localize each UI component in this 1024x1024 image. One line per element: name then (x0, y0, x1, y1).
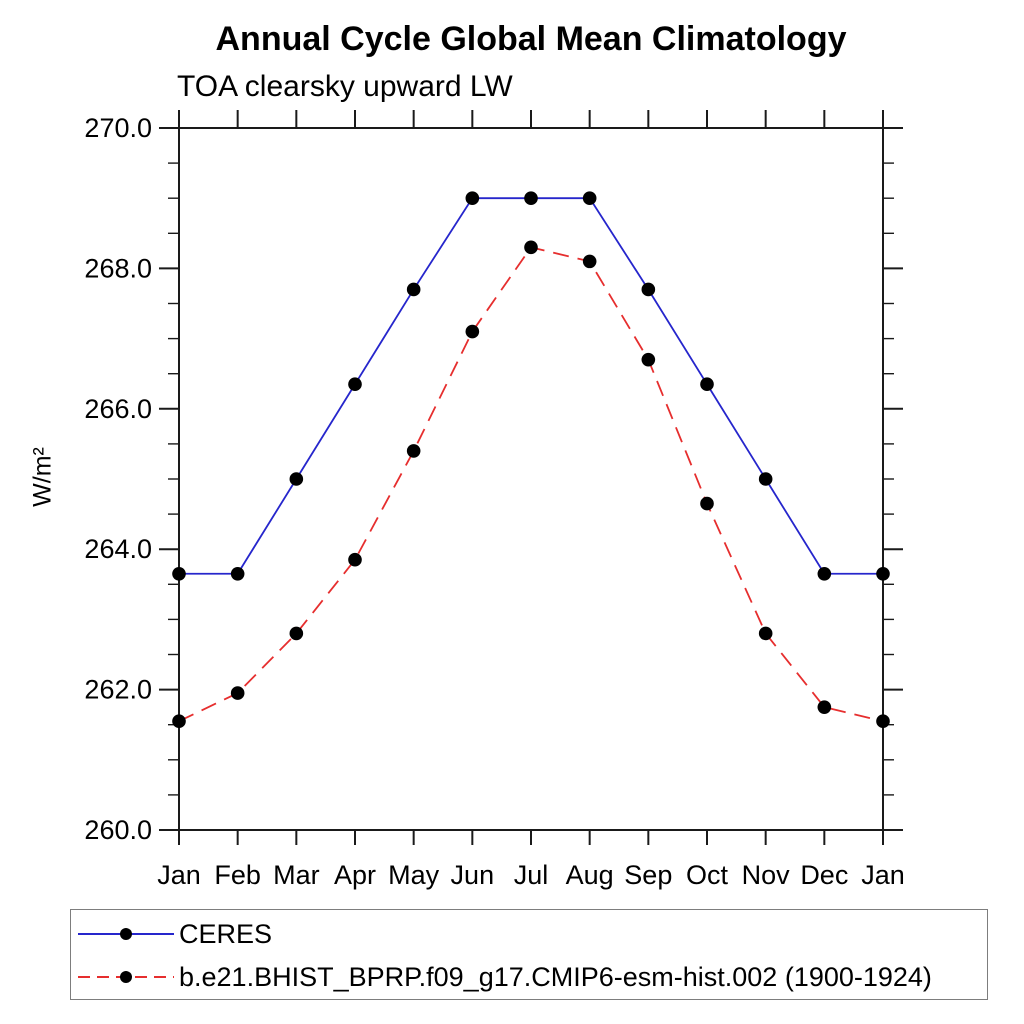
data-point-ceres (289, 472, 304, 486)
data-point-ceres (348, 377, 362, 392)
x-tick-label: Sep (624, 860, 672, 890)
x-tick-label: Jan (861, 860, 905, 890)
legend-marker (120, 928, 132, 940)
data-point-model (172, 714, 186, 728)
series-line-model (178, 246, 884, 723)
data-point-ceres (172, 566, 186, 581)
data-point-model (876, 714, 890, 728)
x-tick-label: Aug (566, 860, 614, 890)
x-tick-label: Dec (800, 860, 848, 890)
data-point-ceres (641, 282, 656, 297)
data-point-model (817, 700, 832, 714)
data-point-ceres (465, 191, 480, 205)
legend-swatch-line (78, 971, 174, 983)
y-tick-label: 270.0 (84, 113, 152, 143)
data-point-model (406, 444, 421, 458)
legend-label-model: b.e21.BHIST_BPRP.f09_g17.CMIP6-esm-hist.… (179, 961, 932, 992)
plot-frame (178, 127, 884, 831)
legend-swatch-model (78, 969, 174, 985)
data-point-model (524, 240, 538, 255)
data-point-model (348, 552, 362, 567)
data-point-ceres (876, 566, 890, 581)
data-point-model (582, 254, 597, 269)
legend-marker (120, 971, 132, 983)
data-point-ceres (582, 191, 597, 205)
x-tick-label: Nov (742, 860, 791, 890)
data-point-model (465, 324, 480, 339)
data-point-ceres (817, 566, 832, 581)
data-point-model (641, 352, 656, 367)
x-tick-label: Feb (214, 860, 261, 890)
chart-title: Annual Cycle Global Mean Climatology (215, 20, 847, 58)
y-tick-label: 268.0 (84, 253, 152, 283)
legend: CERES b.e21.BHIST_BPRP.f09_g17.CMIP6-esm… (70, 909, 988, 1000)
data-point-model (700, 496, 714, 511)
y-tick-label: 260.0 (84, 815, 152, 845)
x-tick-label: Oct (686, 860, 729, 890)
y-tick-label: 266.0 (84, 394, 152, 424)
data-point-ceres (524, 191, 538, 205)
x-tick-label: Jun (451, 860, 495, 890)
x-tick-label: Mar (273, 860, 320, 890)
legend-swatch-line (78, 928, 174, 940)
data-point-ceres (700, 377, 714, 392)
y-tick-label: 262.0 (84, 675, 152, 705)
series-line-ceres (179, 197, 883, 575)
legend-swatch-ceres (78, 926, 174, 942)
data-point-ceres (406, 282, 421, 297)
x-tick-label: May (388, 860, 440, 890)
data-point-model (289, 626, 304, 641)
x-tick-label: Apr (334, 860, 376, 890)
x-tick-label: Jan (157, 860, 201, 890)
data-point-ceres (230, 566, 245, 581)
x-tick-label: Jul (514, 860, 549, 890)
y-tick-label: 264.0 (84, 534, 152, 564)
legend-label-ceres: CERES (179, 918, 273, 949)
legend-item-ceres: CERES (78, 918, 273, 949)
data-point-model (230, 686, 245, 700)
legend-item-model: b.e21.BHIST_BPRP.f09_g17.CMIP6-esm-hist.… (78, 961, 932, 992)
data-point-ceres (758, 472, 773, 486)
chart-subtitle: TOA clearsky upward LW (177, 70, 513, 103)
data-point-model (758, 626, 773, 641)
